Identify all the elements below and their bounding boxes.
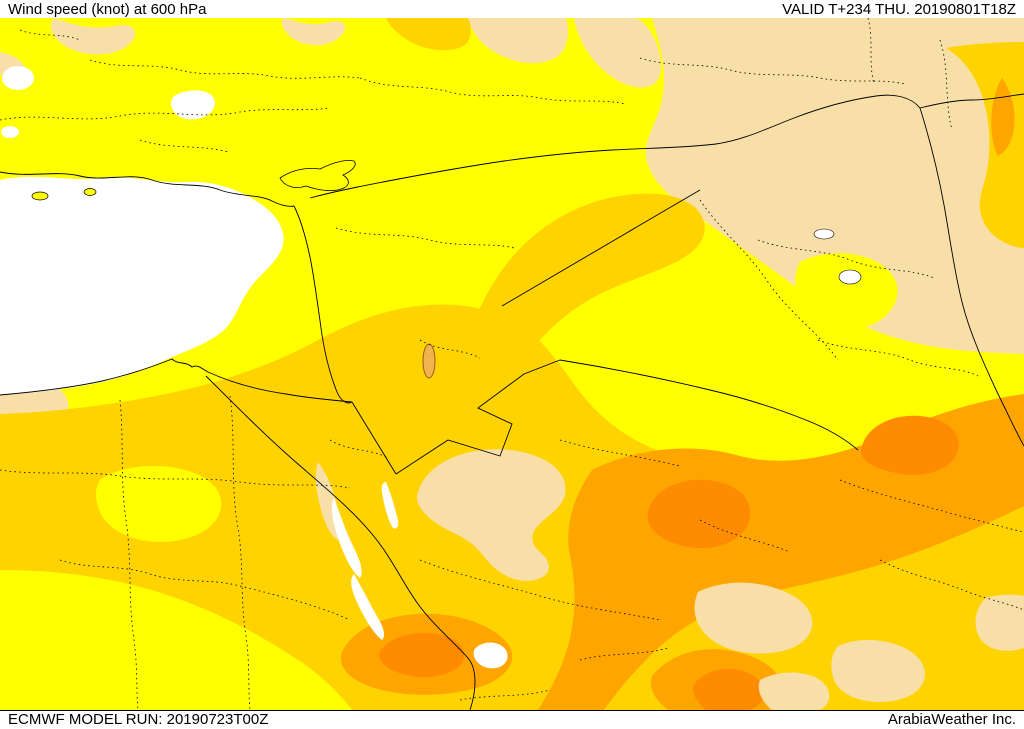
deep-orange-core-2 bbox=[861, 415, 959, 475]
admin-border-path bbox=[0, 18, 1024, 710]
cyprus-island bbox=[279, 160, 356, 192]
page-title: Wind speed (knot) at 600 hPa bbox=[8, 1, 207, 18]
coastlines bbox=[0, 171, 476, 710]
deep-orange-core-1 bbox=[647, 479, 751, 549]
gold-north-tongue bbox=[470, 193, 705, 380]
tan-top-patch-2 bbox=[281, 18, 346, 46]
deep-orange-core-4 bbox=[692, 668, 765, 710]
red-sea-south bbox=[351, 574, 385, 640]
tan-top-patch-1 bbox=[51, 18, 136, 55]
tan-bottom-right-patch-3 bbox=[975, 594, 1024, 651]
dead-sea-contour bbox=[422, 343, 436, 379]
tan-bottom-right-patch-2 bbox=[831, 640, 925, 702]
coastline-path bbox=[0, 171, 476, 710]
iraq-lakes bbox=[813, 228, 862, 285]
gold-top-center-blob bbox=[386, 18, 471, 51]
white-island-patch-2 bbox=[171, 90, 215, 120]
white-lake-near-nile bbox=[473, 642, 508, 669]
mediterranean-low-area bbox=[0, 176, 284, 395]
contour-fill-white-regions bbox=[0, 66, 508, 669]
map-header: Wind speed (knot) at 600 hPa VALID T+234… bbox=[0, 0, 1024, 19]
yellow-hole-in-tan bbox=[795, 253, 898, 330]
tan-top-patch-4 bbox=[574, 18, 662, 88]
tan-northeast-region bbox=[645, 18, 1024, 354]
white-island-patch-3 bbox=[1, 126, 19, 138]
lake-razzaza bbox=[838, 269, 862, 285]
contour-fill-tan-overlays bbox=[315, 449, 1024, 710]
tan-bottom-right-patch-1 bbox=[694, 582, 813, 654]
attribution-label: ArabiaWeather Inc. bbox=[887, 711, 1016, 728]
tan-top-patch-3 bbox=[468, 18, 568, 64]
country-borders bbox=[309, 93, 1024, 475]
country-border-path bbox=[309, 93, 1024, 475]
contour-fill-deep-orange-cores bbox=[379, 415, 959, 710]
red-sea-north bbox=[331, 498, 362, 578]
white-island-patch-1 bbox=[2, 66, 34, 90]
map-footer: ECMWF MODEL RUN: 20190723T00Z ArabiaWeat… bbox=[0, 710, 1024, 729]
gulf-of-aqaba bbox=[381, 482, 399, 529]
tan-bottom-right-patch-4 bbox=[758, 672, 830, 710]
lake-tharthar bbox=[813, 228, 835, 240]
model-run-label: ECMWF MODEL RUN: 20190723T00Z bbox=[8, 711, 269, 728]
deep-orange-core-3 bbox=[379, 632, 465, 678]
tan-nafud-patch bbox=[416, 449, 566, 581]
yellow-hole-in-gold-band bbox=[95, 465, 222, 542]
valid-time-label: VALID T+234 THU. 20190801T18Z bbox=[782, 1, 1016, 18]
admin-borders-dotted bbox=[0, 18, 1024, 710]
sea-islands bbox=[31, 188, 97, 201]
island-small-2 bbox=[83, 188, 97, 196]
island-small-1 bbox=[31, 191, 49, 201]
